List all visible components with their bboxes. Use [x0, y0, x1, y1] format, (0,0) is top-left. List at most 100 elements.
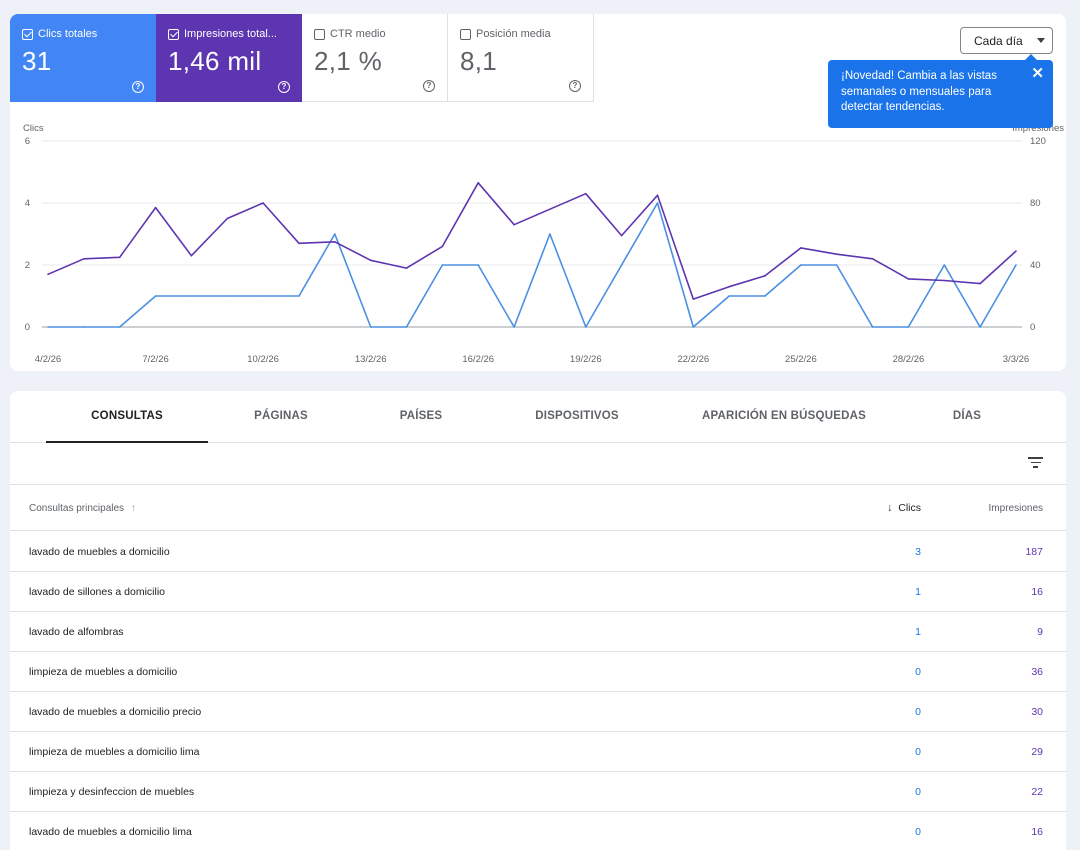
- help-circle-icon[interactable]: ?: [278, 81, 290, 93]
- data-point-impresiones: [190, 254, 193, 257]
- period-dropdown-label: Cada día: [974, 33, 1023, 48]
- data-point-clics: [226, 295, 229, 297]
- data-point-clics: [405, 326, 408, 328]
- data-point-clics: [979, 326, 981, 328]
- impressions-cell: 36: [1031, 666, 1043, 678]
- dropdown-caret-icon: [1036, 38, 1045, 43]
- query-cell: lavado de alfombras: [29, 626, 124, 638]
- x-tick-label: 10/2/26: [247, 354, 279, 365]
- metric-value: 1,46 mil: [168, 46, 262, 76]
- metric-label: Clics totales: [38, 28, 98, 40]
- data-point-impresiones: [764, 275, 766, 277]
- table-row[interactable]: lavado de sillones a domicilio 1 16: [10, 572, 1066, 612]
- data-point-impresiones: [656, 194, 659, 197]
- column-header-clicks[interactable]: ↓ Clics: [887, 502, 921, 514]
- help-circle-icon[interactable]: ?: [569, 80, 581, 92]
- help-circle-icon[interactable]: ?: [132, 81, 144, 93]
- y-tick-label-right: 40: [1030, 260, 1041, 271]
- column-header-label: Consultas principales: [29, 503, 125, 514]
- data-point-impresiones: [835, 253, 838, 255]
- data-point-clics: [118, 326, 121, 328]
- clicks-cell: 3: [915, 546, 921, 558]
- x-tick-label: 7/2/26: [142, 354, 168, 365]
- y-tick-label-right: 120: [1030, 136, 1046, 147]
- query-cell: lavado de sillones a domicilio: [29, 586, 165, 598]
- data-point-clics: [656, 202, 659, 204]
- y-tick-label-left: 4: [25, 198, 30, 209]
- tab-paginas[interactable]: PÁGINAS: [254, 410, 308, 422]
- x-tick-label: 22/2/26: [677, 354, 709, 365]
- data-point-clics: [369, 326, 372, 328]
- x-tick-label: 16/2/26: [462, 354, 494, 365]
- table-row[interactable]: limpieza de muebles a domicilio 0 36: [10, 652, 1066, 692]
- data-point-clics: [298, 295, 300, 297]
- x-tick-label: 25/2/26: [785, 354, 817, 365]
- tab-consultas[interactable]: CONSULTAS: [46, 391, 208, 443]
- tab-aparicion-busquedas[interactable]: APARICIÓN EN BÚSQUEDAS: [702, 410, 866, 422]
- table-row[interactable]: limpieza y desinfeccion de muebles 0 22: [10, 772, 1066, 812]
- data-point-clics: [800, 264, 802, 266]
- table-row[interactable]: limpieza de muebles a domicilio lima 0 29: [10, 732, 1066, 772]
- table-row[interactable]: lavado de muebles a domicilio precio 0 30: [10, 692, 1066, 732]
- y-tick-label-left: 6: [25, 136, 30, 147]
- data-point-impresiones: [334, 240, 336, 243]
- data-point-clics: [943, 264, 946, 266]
- data-point-clics: [728, 295, 730, 297]
- data-point-clics: [83, 326, 85, 328]
- clicks-cell: 0: [915, 706, 921, 718]
- y-axis-label-right: Impresiones: [1012, 123, 1064, 134]
- y-tick-label-left: 2: [25, 260, 30, 271]
- tooltip-text: ¡Novedad! Cambia a las vistas semanales …: [841, 70, 997, 113]
- data-point-clics: [190, 295, 193, 297]
- filter-list-icon[interactable]: [1028, 457, 1043, 469]
- metric-value: 2,1 %: [314, 46, 382, 76]
- y-tick-label-right: 0: [1030, 322, 1035, 333]
- checkbox-icon[interactable]: [168, 28, 179, 40]
- impressions-cell: 22: [1031, 786, 1043, 798]
- data-point-impresiones: [369, 259, 372, 262]
- column-header-queries[interactable]: Consultas principales ↑: [29, 503, 136, 514]
- checkbox-icon[interactable]: [460, 28, 471, 40]
- data-point-impresiones: [154, 206, 157, 209]
- metric-label: Impresiones total...: [184, 28, 277, 40]
- checkbox-icon[interactable]: [22, 28, 33, 40]
- arrow-up-icon: ↑: [130, 503, 136, 514]
- table-row[interactable]: lavado de muebles a domicilio 3 187: [10, 532, 1066, 572]
- metric-avg-position[interactable]: Posición media 8,1 ?: [448, 14, 594, 102]
- tab-dias[interactable]: DÍAS: [952, 410, 982, 422]
- column-header-impressions[interactable]: Impresiones: [988, 503, 1043, 514]
- data-point-clics: [907, 326, 910, 328]
- metric-avg-ctr[interactable]: CTR medio 2,1 % ?: [302, 14, 448, 102]
- data-point-impresiones: [298, 242, 300, 245]
- impressions-cell: 30: [1031, 706, 1043, 718]
- data-point-clics: [584, 326, 587, 328]
- help-circle-icon[interactable]: ?: [423, 80, 435, 92]
- y-tick-label-left: 0: [25, 322, 30, 333]
- filter-bar: [10, 443, 1066, 485]
- checkbox-icon[interactable]: [314, 28, 325, 40]
- data-point-impresiones: [405, 267, 408, 269]
- data-point-impresiones: [83, 258, 85, 260]
- metric-label: Posición media: [476, 28, 551, 40]
- metric-total-impressions[interactable]: Impresiones total... 1,46 mil ?: [156, 14, 302, 102]
- new-feature-tooltip: ¡Novedad! Cambia a las vistas semanales …: [828, 54, 1053, 128]
- data-point-impresiones: [728, 285, 730, 288]
- data-point-impresiones: [584, 192, 587, 195]
- clicks-cell: 0: [915, 666, 921, 678]
- table-row[interactable]: lavado de alfombras 1 9: [10, 612, 1066, 652]
- data-point-clics: [1015, 264, 1017, 266]
- x-tick-label: 3/3/26: [1003, 354, 1029, 365]
- period-dropdown[interactable]: Cada día: [960, 27, 1053, 54]
- data-point-impresiones: [979, 282, 981, 285]
- data-point-impresiones: [800, 247, 802, 249]
- queries-card: CONSULTAS PÁGINAS PAÍSES DISPOSITIVOS AP…: [10, 391, 1066, 850]
- clicks-cell: 0: [915, 786, 921, 798]
- metric-total-clicks[interactable]: Clics totales 31 ?: [10, 14, 156, 102]
- close-icon[interactable]: ✕: [1031, 65, 1044, 82]
- table-row[interactable]: lavado de muebles a domicilio lima 0 16: [10, 812, 1066, 850]
- data-point-clics: [620, 264, 623, 266]
- data-point-impresiones: [441, 245, 444, 248]
- clicks-cell: 1: [915, 586, 921, 598]
- tab-paises[interactable]: PAÍSES: [399, 410, 443, 422]
- tab-dispositivos[interactable]: DISPOSITIVOS: [535, 410, 619, 422]
